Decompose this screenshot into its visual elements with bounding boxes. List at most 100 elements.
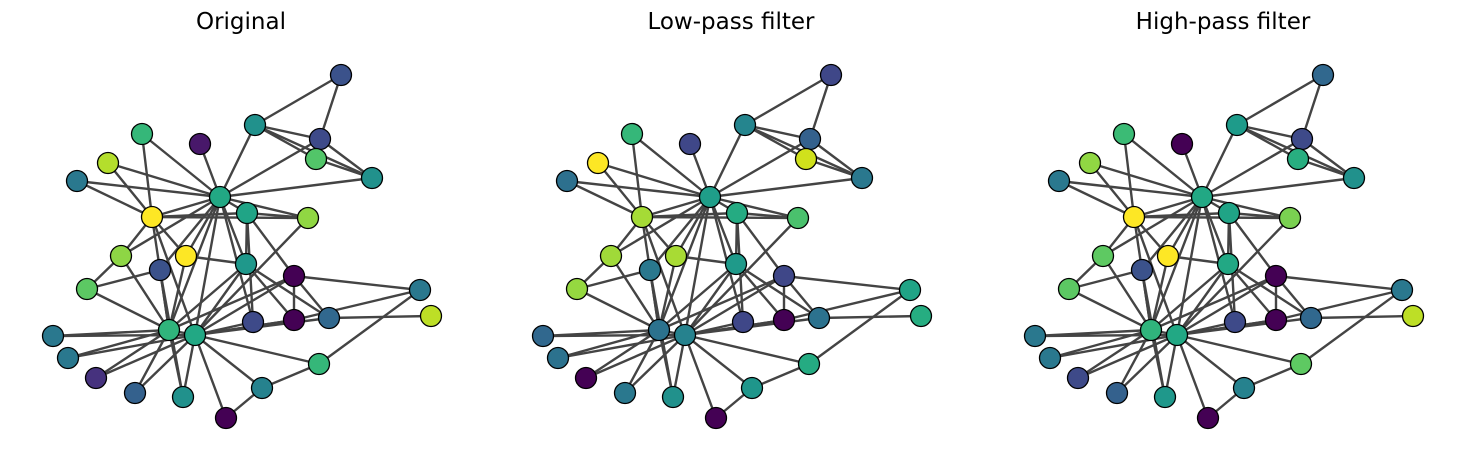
graph-edge xyxy=(327,314,433,320)
graph-edge xyxy=(708,195,800,220)
graph-node xyxy=(1023,324,1047,348)
graph-edge xyxy=(807,288,912,366)
graph-edge xyxy=(683,333,811,366)
graph-node xyxy=(1278,206,1302,230)
graph-node xyxy=(282,308,306,332)
graph-edge xyxy=(1235,73,1325,127)
graph-edge xyxy=(94,333,197,380)
graph-node xyxy=(731,310,755,334)
graph-node xyxy=(807,306,831,330)
graph-node xyxy=(725,201,749,225)
graph-node xyxy=(1225,113,1249,137)
panel-low-pass: Low-pass filter xyxy=(531,9,933,430)
graph-edge xyxy=(734,262,786,322)
graph-node xyxy=(794,147,818,171)
graph-edge xyxy=(1149,328,1167,399)
graph-node xyxy=(65,169,89,193)
graph-edge xyxy=(657,274,786,332)
graph-node xyxy=(250,376,274,400)
graph-node xyxy=(157,318,181,342)
graph-edge xyxy=(218,195,310,220)
graph-node xyxy=(620,122,644,146)
graph-edge xyxy=(575,287,661,332)
graph-edge xyxy=(1200,176,1356,199)
graph-edge xyxy=(167,254,188,332)
graph-node xyxy=(850,166,874,190)
graph-node xyxy=(1190,185,1214,209)
graph-edge xyxy=(1067,268,1144,291)
graph-edge xyxy=(683,195,712,337)
graph-node xyxy=(241,310,265,334)
graph-edge xyxy=(119,195,222,258)
graph-edge xyxy=(1175,333,1303,366)
graph-node xyxy=(75,277,99,301)
graph-node xyxy=(296,206,320,230)
panel-original: Original xyxy=(41,9,443,430)
graph-edge xyxy=(1076,333,1179,380)
graph-edge xyxy=(1200,123,1239,199)
panel-title: High-pass filter xyxy=(1136,9,1311,35)
graph-edge xyxy=(140,132,222,199)
graph-edge xyxy=(1101,254,1153,332)
graph-edge xyxy=(683,216,800,337)
graph-edge xyxy=(1088,161,1204,199)
graph-node xyxy=(1311,63,1335,87)
graph-node xyxy=(1290,127,1314,151)
node-group xyxy=(41,63,443,430)
graph-edge xyxy=(253,123,318,161)
graph-edge xyxy=(119,254,171,332)
graph-edge xyxy=(1200,137,1304,199)
graph-edge xyxy=(1122,132,1204,199)
graph-node xyxy=(1289,352,1313,376)
graph-node xyxy=(317,306,341,330)
graph-edge xyxy=(244,262,331,320)
graph-node xyxy=(819,63,843,87)
graph-edge xyxy=(708,137,812,199)
graph-edge xyxy=(609,195,712,258)
graph-node xyxy=(1196,406,1220,430)
graph-node xyxy=(673,323,697,347)
graph-edge xyxy=(218,137,322,199)
graph-edge xyxy=(1235,123,1300,161)
graph-node xyxy=(1078,151,1102,175)
graph-node xyxy=(1223,310,1247,334)
graph-edge xyxy=(683,333,718,420)
graph-node xyxy=(1156,244,1180,268)
graph-edge xyxy=(609,254,661,332)
graph-edge xyxy=(1200,195,1230,266)
graph-edge xyxy=(1226,262,1278,322)
graph-edge xyxy=(640,215,800,220)
graph-edge xyxy=(1200,195,1292,220)
panel-title: Low-pass filter xyxy=(647,9,815,35)
graph-edge xyxy=(743,123,808,161)
graph-node xyxy=(234,252,258,276)
graph-node xyxy=(96,151,120,175)
graph-edge xyxy=(683,333,754,390)
graph-node xyxy=(1342,166,1366,190)
edge-group xyxy=(541,73,923,420)
graph-edge xyxy=(735,211,786,278)
graph-node xyxy=(360,166,384,190)
edge-group xyxy=(51,73,433,420)
graph-node xyxy=(1217,201,1241,225)
graph-node xyxy=(235,201,259,225)
graph-node xyxy=(772,308,796,332)
graph-node xyxy=(1066,366,1090,390)
graph-edge xyxy=(167,274,296,332)
graph-edge xyxy=(193,333,264,390)
graph-edge xyxy=(253,73,343,127)
graph-edge xyxy=(1149,195,1204,332)
graph-edge xyxy=(565,179,644,219)
graph-node xyxy=(171,385,195,409)
graph-edge xyxy=(85,268,162,291)
graph-edge xyxy=(1227,211,1278,278)
graph-node xyxy=(130,122,154,146)
graph-node xyxy=(555,169,579,193)
graph-node xyxy=(307,352,331,376)
graph-edge xyxy=(140,132,154,219)
graph-node xyxy=(408,278,432,302)
graph-edge xyxy=(1175,262,1230,337)
graph-edge xyxy=(1101,195,1204,258)
graph-edge xyxy=(640,195,712,219)
